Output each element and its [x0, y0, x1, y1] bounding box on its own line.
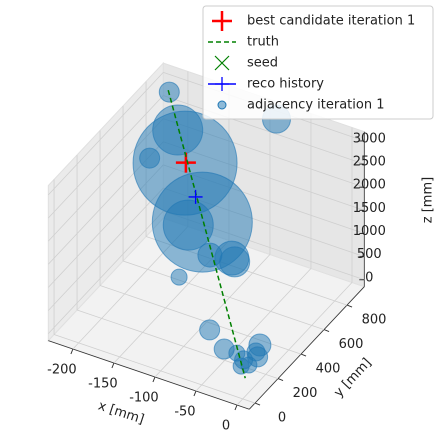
- z-tick-label: 3000: [353, 131, 386, 146]
- legend-handle: [215, 77, 229, 91]
- grid-line: [48, 72, 164, 196]
- y-tick: [277, 378, 284, 382]
- x-tick: [193, 390, 197, 397]
- x-tick-label: -100: [129, 391, 159, 406]
- x-tick: [70, 348, 74, 355]
- legend-handle: [212, 11, 232, 31]
- y-tick-label: 400: [316, 362, 341, 377]
- grid-line: [48, 210, 164, 334]
- y-tick: [300, 353, 307, 357]
- legend-label: truth: [247, 35, 279, 50]
- x-tick-label: -150: [88, 377, 118, 392]
- adjacency-point: [162, 199, 214, 251]
- y-tick-label: 0: [278, 411, 286, 426]
- z-tick-label: 0: [365, 270, 373, 285]
- legend-box: [202, 5, 434, 120]
- legend-label: adjacency iteration 1: [247, 98, 384, 113]
- z-tick-label: 1000: [353, 224, 386, 239]
- adjacency-point: [197, 242, 223, 268]
- z-axis-label: z [mm]: [421, 177, 436, 223]
- x-tick: [234, 404, 238, 411]
- grid-line: [53, 334, 256, 404]
- grid-line: [163, 95, 365, 165]
- grid-line: [154, 254, 271, 378]
- adjacency-point: [219, 246, 251, 278]
- y-tick-label: 200: [293, 386, 318, 401]
- x-tick: [111, 362, 115, 369]
- line-dashed-line: [167, 89, 246, 379]
- grid-line: [195, 268, 312, 392]
- grid-line: [48, 187, 164, 311]
- adjacency-point: [170, 268, 188, 286]
- z-tick-label: 1500: [353, 201, 386, 216]
- legend-label: best candidate iteration 1: [247, 14, 415, 29]
- y-tick-label: 600: [339, 337, 364, 352]
- legend-label: seed: [247, 56, 278, 71]
- y-tick-label: 800: [362, 313, 387, 328]
- axis-line: [48, 340, 250, 410]
- x-tick-label: -200: [47, 363, 77, 378]
- reco-point: [188, 189, 203, 204]
- z-tick-label: 2000: [353, 178, 386, 193]
- grid-line: [48, 95, 164, 219]
- y-tick: [254, 402, 261, 406]
- z-tick-label: 2500: [353, 155, 386, 170]
- y-tick: [323, 329, 330, 333]
- z-tick-label: 500: [357, 247, 382, 262]
- legend-label: reco history: [247, 77, 324, 92]
- x-tick: [152, 376, 156, 383]
- axis-line: [249, 286, 365, 410]
- legend-handle: [217, 100, 227, 110]
- x-tick-label: -50: [174, 405, 195, 420]
- adjacency-point: [199, 319, 221, 341]
- x-tick-label: 0: [222, 419, 230, 434]
- adjacency-point: [240, 356, 258, 374]
- plot-area: -200 -150 -100 -50 0 0 200 400 600 800 0 500 1000 150…: [47, 81, 387, 434]
- grid-line: [236, 282, 353, 406]
- y-tick: [346, 304, 353, 308]
- legend-handle: [214, 55, 230, 71]
- legend: best candidate iteration 1 truth seed reco …: [202, 5, 434, 120]
